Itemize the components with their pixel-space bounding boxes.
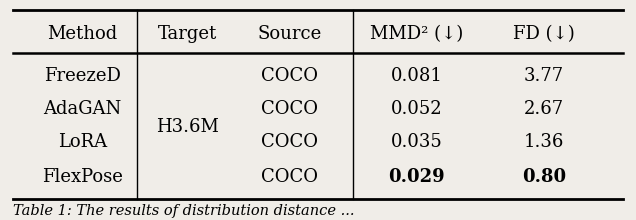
Text: Source: Source: [257, 25, 322, 43]
Text: MMD² (↓): MMD² (↓): [370, 25, 463, 43]
Text: COCO: COCO: [261, 133, 318, 151]
Text: 1.36: 1.36: [523, 133, 564, 151]
Text: 2.67: 2.67: [523, 100, 564, 118]
Text: 3.77: 3.77: [523, 67, 564, 85]
Text: AdaGAN: AdaGAN: [43, 100, 122, 118]
Text: LoRA: LoRA: [58, 133, 107, 151]
Text: Table 1: The results of distribution distance ...: Table 1: The results of distribution dis…: [13, 204, 354, 218]
Text: 0.035: 0.035: [391, 133, 443, 151]
Text: 0.029: 0.029: [388, 168, 445, 186]
Text: FD (↓): FD (↓): [513, 25, 575, 43]
Text: H3.6M: H3.6M: [156, 117, 219, 136]
Text: 0.80: 0.80: [522, 168, 566, 186]
Text: FreezeD: FreezeD: [45, 67, 121, 85]
Text: COCO: COCO: [261, 100, 318, 118]
Text: COCO: COCO: [261, 168, 318, 186]
Text: FlexPose: FlexPose: [42, 168, 123, 186]
Text: Target: Target: [158, 25, 218, 43]
Text: Method: Method: [48, 25, 118, 43]
Text: 0.052: 0.052: [391, 100, 443, 118]
Text: 0.081: 0.081: [391, 67, 443, 85]
Text: COCO: COCO: [261, 67, 318, 85]
